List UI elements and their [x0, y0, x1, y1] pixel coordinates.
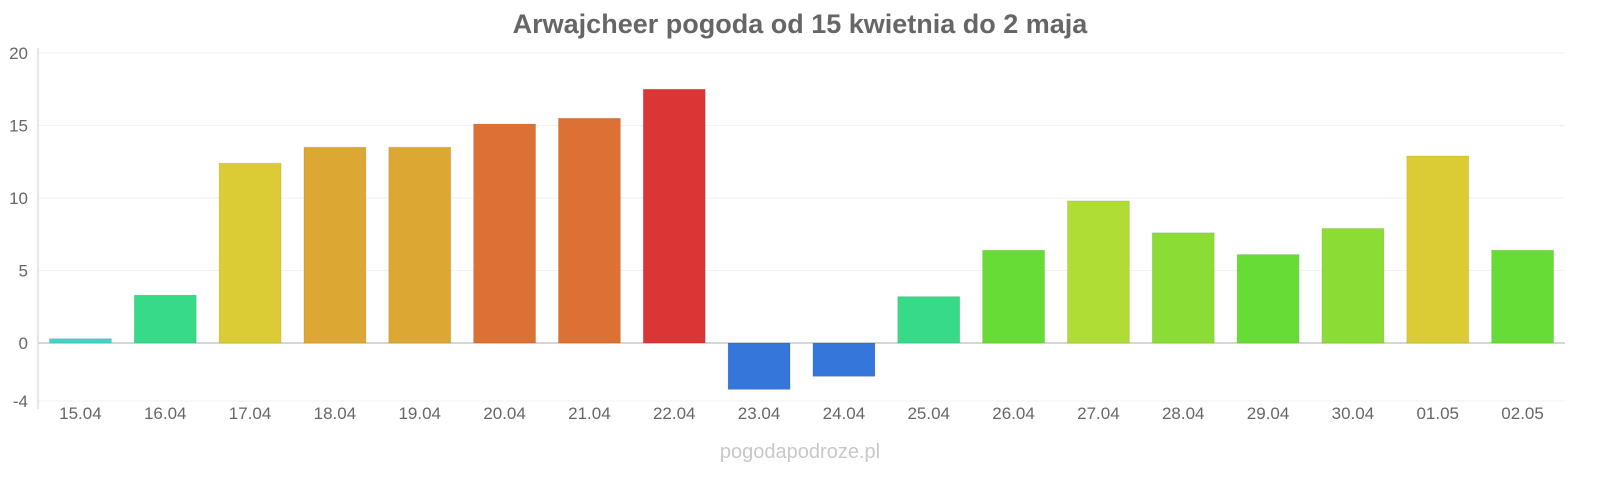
bar-02.05	[1491, 249, 1555, 344]
watermark: pogodapodroze.pl	[720, 441, 880, 463]
bar-28.04	[1151, 232, 1215, 344]
bar-15.04	[48, 338, 112, 344]
x-tick-label: 27.04	[1077, 404, 1120, 423]
bar-29.04	[1236, 254, 1300, 344]
x-tick-label: 25.04	[907, 404, 950, 423]
bar-25.04	[897, 296, 961, 344]
x-tick-label: 29.04	[1247, 404, 1290, 423]
y-tick-label: -4	[13, 392, 28, 411]
x-tick-label: 21.04	[568, 404, 611, 423]
y-tick-label: 15	[9, 117, 28, 136]
bar-26.04	[982, 249, 1046, 344]
x-tick-label: 02.05	[1501, 404, 1544, 423]
chart-title: Arwajcheer pogoda od 15 kwietnia do 2 ma…	[513, 9, 1089, 39]
x-tick-label: 23.04	[738, 404, 781, 423]
bar-30.04	[1321, 227, 1385, 344]
bar-01.05	[1406, 155, 1470, 344]
x-tick-label: 28.04	[1162, 404, 1205, 423]
x-tick-label: 17.04	[229, 404, 272, 423]
bar-27.04	[1066, 200, 1130, 344]
bar-23.04	[727, 342, 791, 390]
x-tick-label: 22.04	[653, 404, 696, 423]
bar-19.04	[388, 146, 452, 344]
x-tick-label: 15.04	[59, 404, 102, 423]
x-tick-label: 01.05	[1416, 404, 1459, 423]
y-tick-label: 5	[19, 262, 28, 281]
bar-16.04	[133, 294, 197, 344]
x-tick-label: 19.04	[398, 404, 441, 423]
bar-21.04	[557, 117, 621, 344]
x-tick-label: 24.04	[823, 404, 866, 423]
bar-22.04	[642, 88, 706, 344]
bar-24.04	[812, 342, 876, 377]
y-tick-label: 0	[19, 334, 28, 353]
bar-18.04	[303, 146, 367, 344]
x-tick-label: 26.04	[992, 404, 1035, 423]
x-tick-label: 20.04	[483, 404, 526, 423]
bar-17.04	[218, 162, 282, 344]
bar-20.04	[473, 123, 537, 344]
x-tick-label: 30.04	[1332, 404, 1375, 423]
x-tick-label: 18.04	[314, 404, 357, 423]
x-tick-label: 16.04	[144, 404, 187, 423]
y-tick-label: 20	[9, 44, 28, 63]
y-tick-label: 10	[9, 189, 28, 208]
